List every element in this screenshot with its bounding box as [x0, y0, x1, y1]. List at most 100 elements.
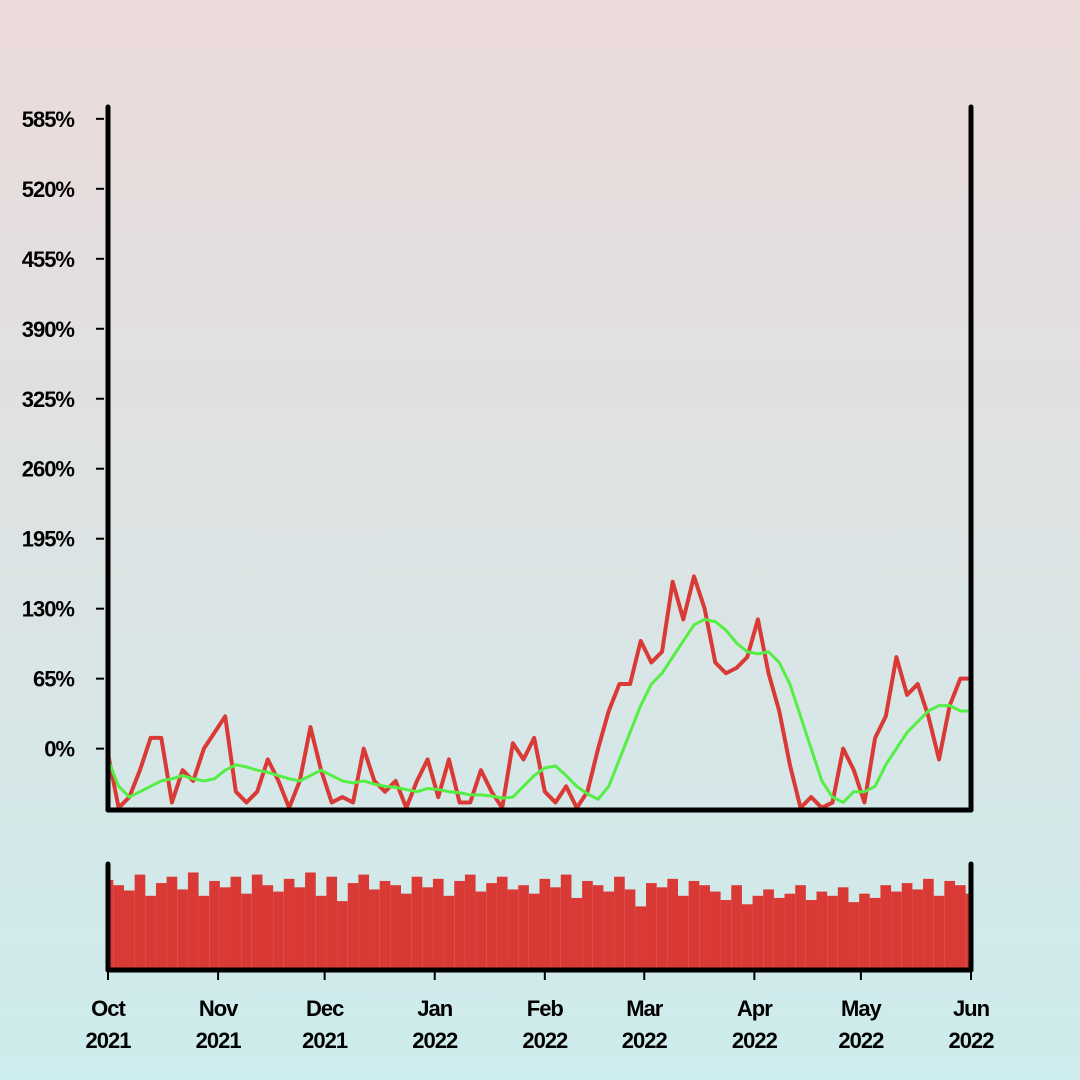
x-tick-label: Apr 2022	[732, 996, 778, 1053]
volume-bar	[507, 889, 519, 970]
volume-bar	[390, 885, 401, 970]
volume-bar	[795, 885, 806, 970]
volume-bar	[251, 874, 263, 970]
volume-bar	[891, 891, 902, 970]
x-tick-label: Feb 2022	[522, 996, 568, 1053]
volume-bar	[113, 885, 124, 970]
volume-bar	[155, 883, 167, 970]
volume-bar	[709, 891, 721, 970]
volume-bar	[784, 893, 796, 970]
volume-bar	[741, 904, 753, 970]
y-tick-label: 325%	[22, 387, 75, 412]
volume-bar	[912, 889, 924, 970]
volume-bar	[283, 878, 295, 970]
plot-area	[108, 574, 971, 810]
volume-bar	[379, 880, 391, 970]
volume-bar	[315, 895, 327, 970]
y-tick-label: 520%	[22, 177, 75, 202]
series-line	[108, 617, 971, 804]
volume-bar	[369, 889, 380, 970]
y-tick-label: 585%	[22, 107, 75, 132]
x-tick-label: Jan 2022	[412, 996, 458, 1053]
volume-bar	[273, 891, 284, 970]
volume-bar	[646, 883, 657, 970]
volume-bar	[166, 876, 178, 970]
volume-bar	[731, 885, 742, 970]
volume-bar	[411, 876, 423, 970]
volume-bar	[614, 876, 625, 970]
volume-bar	[262, 885, 274, 970]
y-tick-label: 260%	[22, 457, 75, 482]
x-tick-label: Mar 2022	[622, 996, 668, 1053]
x-tick-label: Nov 2021	[196, 996, 242, 1053]
volume-bar	[752, 895, 764, 970]
volume-bar	[763, 889, 774, 970]
volume-bar	[965, 893, 971, 970]
y-tick-label: 0%	[44, 737, 74, 762]
y-tick-label: 390%	[22, 317, 75, 342]
volume-bar	[592, 885, 604, 970]
volume-bar	[241, 893, 252, 970]
series-line	[108, 574, 971, 810]
volume-bar	[400, 893, 412, 970]
volume-bar	[923, 878, 934, 970]
volume-bar	[816, 891, 828, 970]
volume-bar	[688, 880, 700, 970]
y-tick-label: 65%	[33, 667, 74, 692]
volume-bar	[294, 887, 306, 970]
volume-bar	[667, 878, 679, 970]
volume-bar	[805, 900, 817, 970]
volume-bar	[464, 874, 476, 970]
volume-bar	[230, 876, 242, 970]
x-tick-label: Dec 2021	[302, 996, 348, 1053]
volume-bar	[134, 874, 146, 970]
volume-bar	[454, 880, 465, 970]
volume-bar	[123, 890, 135, 970]
volume-bar	[337, 901, 348, 970]
volume-bar	[880, 885, 892, 970]
volume-bar	[571, 897, 583, 970]
volume-bar	[528, 893, 540, 970]
volume-bar	[219, 887, 231, 970]
volume-bar	[108, 879, 114, 970]
volume-bar	[326, 876, 338, 970]
volume-bar	[678, 895, 689, 970]
volume-bar	[624, 889, 636, 970]
volume-area	[108, 872, 971, 970]
volume-bar	[550, 887, 561, 970]
volume-bar	[539, 878, 551, 970]
volume-bar	[358, 874, 370, 970]
x-tick-label: Jun 2022	[949, 996, 995, 1053]
volume-bar	[901, 883, 913, 970]
volume-bar	[656, 887, 668, 970]
volume-bar	[560, 874, 572, 970]
y-tick-label: 455%	[22, 247, 75, 272]
volume-bar	[720, 900, 732, 970]
volume-bar	[837, 887, 849, 970]
volume-bar	[209, 880, 220, 970]
volume-bar	[944, 880, 956, 970]
x-tick-label: Oct 2021	[86, 996, 132, 1053]
x-tick-label: May 2022	[838, 996, 884, 1053]
volume-bar	[443, 895, 455, 970]
volume-bar	[145, 895, 156, 970]
volume-bar	[486, 883, 497, 970]
volume-bar	[933, 895, 945, 970]
volume-bar	[198, 895, 210, 970]
volume-bar	[635, 906, 647, 970]
volume-bar	[432, 878, 444, 970]
volume-bar	[955, 885, 966, 970]
volume-bar	[347, 883, 359, 970]
volume-bar	[187, 872, 199, 970]
volume-bar	[305, 872, 316, 970]
volume-bar	[496, 876, 508, 970]
volume-bar	[422, 887, 433, 970]
volume-bar	[582, 880, 593, 970]
volume-bar	[475, 891, 487, 970]
volume-bar	[848, 902, 860, 970]
volume-bar	[518, 885, 529, 970]
volume-bar	[699, 885, 710, 970]
frame	[105, 104, 974, 973]
volume-bar	[773, 897, 785, 970]
